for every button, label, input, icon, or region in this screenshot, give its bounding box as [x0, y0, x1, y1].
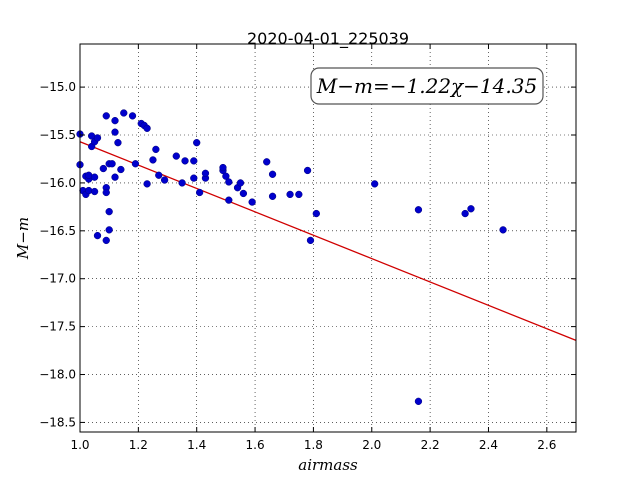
data-point — [239, 189, 248, 198]
data-point — [467, 205, 475, 213]
data-point — [371, 180, 379, 188]
x-tick-label: 2.2 — [421, 438, 440, 452]
data-point — [160, 176, 169, 184]
data-point — [117, 165, 125, 174]
y-axis-label: M−m — [14, 217, 32, 260]
y-tick-label: −16.0 — [39, 176, 76, 190]
data-point — [114, 139, 122, 147]
data-point — [190, 174, 198, 182]
data-point — [286, 190, 294, 199]
data-point — [499, 226, 507, 234]
data-point — [90, 187, 99, 196]
data-point — [236, 179, 245, 187]
data-point — [312, 209, 320, 218]
data-point — [105, 208, 113, 216]
data-point — [178, 179, 186, 187]
y-tick-label: −17.0 — [39, 272, 76, 286]
data-point — [131, 160, 140, 168]
x-tick-label: 1.8 — [304, 438, 323, 452]
data-point — [306, 236, 315, 245]
x-tick-label: 1.4 — [187, 438, 206, 452]
data-point — [414, 397, 423, 405]
data-point — [102, 236, 110, 245]
data-point — [111, 128, 119, 136]
data-point — [120, 109, 128, 117]
data-point — [99, 164, 107, 173]
x-axis-ticks: 1.0 1.2 1.4 1.6 1.8 2.0 2.2 2.4 2.6 — [70, 44, 556, 452]
data-point — [111, 173, 119, 181]
data-point — [190, 157, 198, 165]
data-point — [172, 152, 180, 160]
y-tick-label: −15.5 — [39, 128, 76, 142]
x-axis-label: airmass — [298, 456, 358, 474]
x-tick-label: 2.0 — [362, 438, 381, 452]
x-tick-label: 1.6 — [246, 438, 265, 452]
data-point — [225, 178, 233, 186]
data-point — [414, 206, 423, 214]
data-point — [93, 134, 102, 142]
data-point — [295, 190, 303, 199]
y-axis-ticks: −15.0 −15.5 −16.0 −16.5 −17.0 −17.5 −18.0 −18.5 — [39, 80, 576, 429]
data-point — [149, 156, 157, 164]
data-point — [143, 124, 151, 132]
data-point — [193, 139, 201, 147]
x-tick-label: 2.6 — [537, 438, 556, 452]
data-point — [222, 172, 230, 180]
data-point — [102, 188, 110, 197]
equation-text: M−m=−1.22χ−14.35 — [316, 74, 537, 98]
plot-frame — [79, 43, 577, 433]
data-point — [108, 160, 116, 168]
data-point — [219, 163, 227, 172]
equation-annotation: M−m=−1.22χ−14.35 — [310, 67, 544, 105]
y-tick-label: −18.0 — [39, 368, 76, 382]
data-point — [461, 209, 469, 218]
y-tick-label: −18.5 — [39, 415, 76, 429]
data-point — [303, 166, 312, 175]
data-point — [111, 116, 119, 125]
x-tick-label: 2.4 — [479, 438, 498, 452]
fit-line-group — [79, 141, 577, 342]
x-tick-label: 1.0 — [70, 438, 89, 452]
data-point — [181, 157, 189, 165]
data-point — [268, 192, 277, 200]
data-point — [263, 158, 271, 166]
data-point — [195, 188, 204, 197]
data-point — [90, 173, 99, 181]
fit-line — [79, 141, 577, 342]
data-point — [93, 231, 102, 240]
data-point — [155, 171, 163, 179]
y-tick-label: −16.5 — [39, 224, 76, 238]
data-point — [268, 170, 277, 178]
y-tick-label: −17.5 — [39, 320, 76, 334]
data-point — [225, 196, 233, 204]
data-point — [248, 198, 256, 206]
data-point — [128, 112, 137, 120]
data-point — [201, 169, 210, 177]
data-point — [105, 226, 113, 234]
equation-box — [310, 67, 544, 105]
data-point — [143, 180, 151, 188]
chart-title: 2020-04-01_225039 — [247, 29, 409, 49]
data-point — [152, 145, 160, 154]
x-tick-label: 1.2 — [129, 438, 148, 452]
data-point — [102, 112, 110, 120]
y-tick-label: −15.0 — [39, 80, 76, 94]
